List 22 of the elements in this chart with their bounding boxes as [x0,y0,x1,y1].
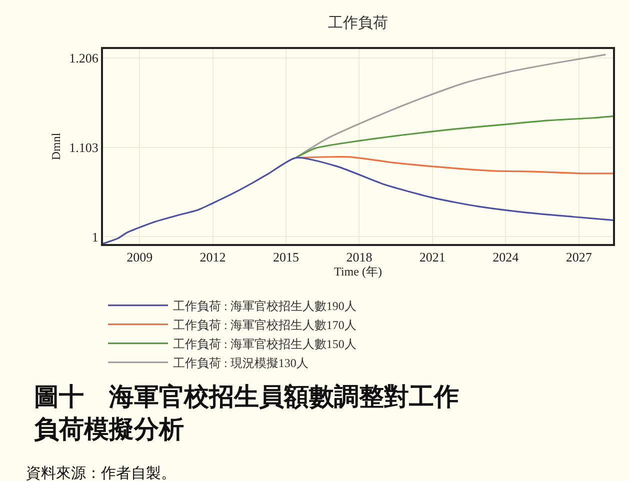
line-series [294,115,613,159]
y-axis-title: Dmnl [48,132,63,160]
x-tick-label: 2024 [492,250,520,265]
chart-title: 工作負荷 [328,14,388,32]
y-tick-label: 1.103 [69,140,98,155]
line-series [103,156,613,244]
source-note: 資料來源：作者自製。 [26,464,176,481]
y-tick-label: 1 [92,229,98,244]
text: 圖十 海軍官校招生員額數調整對工作負荷模擬分析 [34,383,459,444]
x-tick-label: 2009 [126,250,153,265]
x-tick-label: 2012 [200,250,226,265]
x-tick-label: 2018 [346,250,372,265]
x-tick-label: 2021 [419,250,446,265]
legend-label: 工作負荷 : 海軍官校招生人數190人 [173,298,356,313]
y-tick-label: 1.206 [69,50,99,66]
legend-label: 工作負荷 : 現況模擬130人 [173,356,308,370]
x-tick-label: 2027 [566,250,592,265]
x-tick-label: 2015 [273,250,300,265]
x-axis-title: Time (年) [334,264,382,279]
legend-label: 工作負荷 : 海軍官校招生人數170人 [173,318,356,332]
legend-label: 工作負荷 : 海軍官校招生人數150人 [173,336,356,351]
line-series [294,54,606,159]
